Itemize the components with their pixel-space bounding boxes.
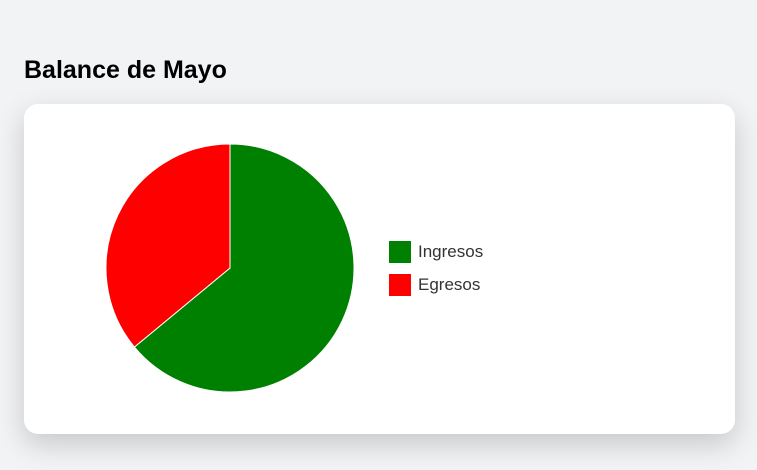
chart-legend: Ingresos Egresos	[389, 240, 589, 306]
pie-slice-egresos[interactable]	[105, 143, 231, 348]
legend-swatch-egresos	[389, 274, 411, 296]
legend-swatch-ingresos	[389, 241, 411, 263]
page-title: Balance de Mayo	[24, 56, 227, 84]
pie-slice-ingresos[interactable]	[133, 143, 355, 393]
pie-chart	[105, 143, 355, 393]
pie-slices	[105, 143, 355, 393]
legend-item-egresos[interactable]: Egresos	[389, 273, 589, 297]
legend-label-ingresos: Ingresos	[418, 242, 484, 261]
chart-card: Ingresos Egresos	[24, 104, 735, 434]
legend-item-ingresos[interactable]: Ingresos	[389, 240, 589, 264]
legend-label-egresos: Egresos	[418, 275, 481, 294]
